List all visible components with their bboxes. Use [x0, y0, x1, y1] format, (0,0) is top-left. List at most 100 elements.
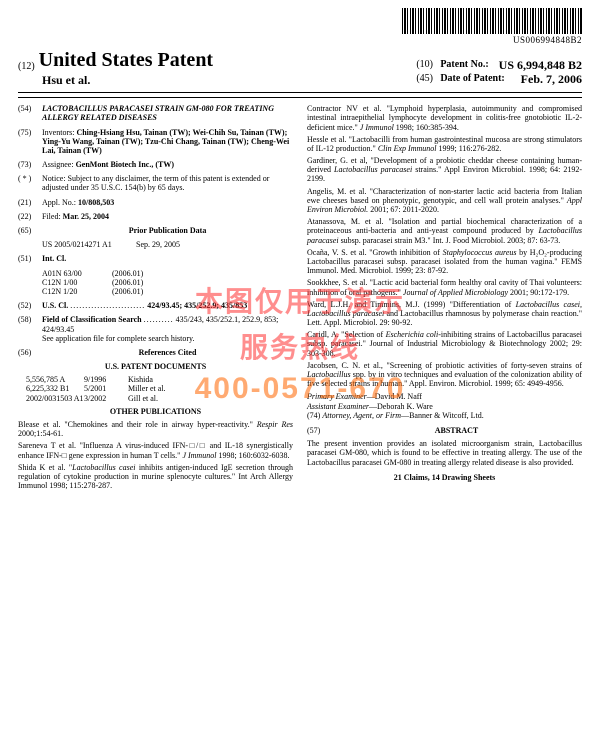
intcl-list: A01N 63/00(2006.01) C12N 1/00(2006.01) C…	[42, 269, 293, 297]
barcode: US006994848B2	[402, 8, 582, 45]
attorney-label: Attorney, Agent, or Firm	[322, 411, 401, 420]
patent-no-value: US 6,994,848 B2	[499, 59, 582, 73]
assistant-examiner-label: Assistant Examiner	[307, 402, 369, 411]
field-22-num: (22)	[18, 212, 42, 221]
abstract-text: The present invention provides an isolat…	[307, 439, 582, 467]
field-65-num: (65)	[18, 226, 42, 235]
dots: ..........	[144, 315, 174, 324]
prior-pub-row: US 2005/0214271 A1 Sep. 29, 2005	[42, 240, 293, 249]
us-docs-label: U.S. PATENT DOCUMENTS	[18, 362, 293, 371]
invention-title-field: (54) LACTOBACILLUS PARACASEI STRAIN GM-0…	[18, 104, 293, 122]
notice-label: Notice:	[42, 174, 66, 183]
field-51-num: (51)	[18, 254, 42, 263]
ref-item: Jacobsen, C. N. et al., "Screening of pr…	[307, 361, 582, 389]
ref-item: Ward, L.J.H. and Timmins, M.J. (1999) "D…	[307, 300, 582, 328]
appl-no-value: 10/808,503	[78, 198, 114, 207]
filed-value: Mar. 25, 2004	[63, 212, 109, 221]
other-pub-item: Blease et al. "Chemokines and their role…	[18, 420, 293, 438]
intcl-code: A01N 63/00	[42, 269, 112, 278]
field-73-num: (73)	[18, 160, 42, 169]
search-label: Field of Classification Search	[42, 315, 142, 324]
field-54-num: (54)	[18, 104, 42, 122]
header-left: (12) United States Patent Hsu et al.	[18, 49, 213, 88]
columns: (54) LACTOBACILLUS PARACASEI STRAIN GM-0…	[18, 104, 582, 493]
field-52-num: (52)	[18, 301, 42, 310]
claims-line: 21 Claims, 14 Drawing Sheets	[307, 473, 582, 482]
doc-title: United States Patent	[39, 49, 213, 72]
uscl-field: (52) U.S. Cl. ......................... …	[18, 301, 293, 310]
author-line: Hsu et al.	[42, 74, 213, 88]
us-docs-list: 5,556,785 A9/1996Kishida 6,225,332 B15/2…	[26, 375, 293, 403]
field-58-num: (58)	[18, 315, 42, 343]
attorney-num: (74)	[307, 411, 320, 420]
field-75-num: (75)	[18, 128, 42, 156]
uscl-value: 424/93.45; 435/252.9; 435/853	[147, 301, 247, 310]
other-pubs-list: Blease et al. "Chemokines and their role…	[18, 420, 293, 490]
ref-item: Ocaña, V. S. et al. "Growth inhibition o…	[307, 248, 582, 276]
appl-no-field: (21) Appl. No.: 10/808,503	[18, 198, 293, 207]
intcl-year: (2006.01)	[112, 278, 143, 287]
left-column: (54) LACTOBACILLUS PARACASEI STRAIN GM-0…	[18, 104, 293, 493]
barcode-lines	[402, 8, 582, 34]
intcl-row: A01N 63/00(2006.01)	[42, 269, 293, 278]
intcl-year: (2006.01)	[112, 287, 143, 296]
table-row: 6,225,332 B15/2001Miller et al.	[26, 384, 293, 393]
inventors-value: Ching-Hsiang Hsu, Tainan (TW); Wei-Chih …	[42, 128, 289, 155]
primary-examiner: —David M. Naff	[367, 392, 422, 401]
header: (12) United States Patent Hsu et al. (10…	[18, 49, 582, 93]
prior-pub-date: Sep. 29, 2005	[136, 240, 293, 249]
patent-page: US006994848B2 (12) United States Patent …	[0, 0, 600, 501]
abstract-num: (57)	[307, 426, 331, 435]
barcode-text: US006994848B2	[402, 35, 582, 45]
pub-type-num: (12)	[18, 61, 35, 73]
examiner-block: Primary Examiner—David M. Naff Assistant…	[307, 392, 582, 420]
table-row: 5,556,785 A9/1996Kishida	[26, 375, 293, 384]
appl-no-label: Appl. No.:	[42, 198, 76, 207]
intcl-year: (2006.01)	[112, 269, 143, 278]
ref-item: Atanassova, M. et al. "Isolation and par…	[307, 217, 582, 245]
divider	[18, 97, 582, 98]
other-pub-item: Sareneva T et al. "Influenza A virus-ind…	[18, 441, 293, 459]
filed-field: (22) Filed: Mar. 25, 2004	[18, 212, 293, 221]
assignee-label: Assignee:	[42, 160, 74, 169]
intcl-row: C12N 1/20(2006.01)	[42, 287, 293, 296]
inventors-field: (75) Inventors: Ching-Hsiang Hsu, Tainan…	[18, 128, 293, 156]
intcl-code: C12N 1/00	[42, 278, 112, 287]
intcl-row: C12N 1/00(2006.01)	[42, 278, 293, 287]
primary-examiner-label: Primary Examiner	[307, 392, 367, 401]
intcl-code: C12N 1/20	[42, 287, 112, 296]
uscl-label: U.S. Cl.	[42, 301, 68, 310]
prior-pub-label: Prior Publication Data	[129, 226, 207, 235]
prior-pub-id: US 2005/0214271 A1	[42, 240, 136, 249]
ref-item: Angelis, M. et al. "Characterization of …	[307, 187, 582, 215]
table-row: 2002/0031503 A13/2002Gill et al.	[26, 394, 293, 403]
barcode-region: US006994848B2	[18, 8, 582, 45]
search-note: See application file for complete search…	[42, 334, 195, 343]
prior-pub-field: (65) Prior Publication Data	[18, 226, 293, 235]
abstract-header: (57) ABSTRACT	[307, 426, 582, 435]
date-prefix: (45)	[416, 73, 440, 87]
assignee-value: GenMont Biotech Inc., (TW)	[76, 160, 174, 169]
ref-item: Contractor NV et al. "Lymphoid hyperplas…	[307, 104, 582, 132]
invention-title-ital: LACTOBACILLUS PARACASEI	[42, 104, 153, 113]
ref-item: Gardiner, G. et al, "Development of a pr…	[307, 156, 582, 184]
patent-no-prefix: (10)	[416, 59, 440, 73]
notice-field: ( * ) Notice: Subject to any disclaimer,…	[18, 174, 293, 192]
ref-item: Hessle et al. "Lactobacilli from human g…	[307, 135, 582, 153]
attorney: —Banner & Witcoff, Ltd.	[401, 411, 484, 420]
patent-no-label: Patent No.:	[440, 59, 488, 73]
field-21-num: (21)	[18, 198, 42, 207]
refs-label: References Cited	[139, 348, 197, 357]
right-column: Contractor NV et al. "Lymphoid hyperplas…	[307, 104, 582, 493]
header-right: (10) Patent No.: US 6,994,848 B2 (45) Da…	[416, 59, 582, 89]
intcl-field: (51) Int. Cl.	[18, 254, 293, 263]
other-pub-item: Shida K et al. "Lactobacillus casei inhi…	[18, 463, 293, 491]
other-pubs-label: OTHER PUBLICATIONS	[18, 407, 293, 416]
search-field: (58) Field of Classification Search ....…	[18, 315, 293, 343]
filed-label: Filed:	[42, 212, 61, 221]
inventors-label: Inventors:	[42, 128, 74, 137]
field-56-num: (56)	[18, 348, 42, 357]
refs-field: (56) References Cited	[18, 348, 293, 357]
date-value: Feb. 7, 2006	[521, 73, 582, 87]
notice-value: Subject to any disclaimer, the term of t…	[42, 174, 269, 192]
